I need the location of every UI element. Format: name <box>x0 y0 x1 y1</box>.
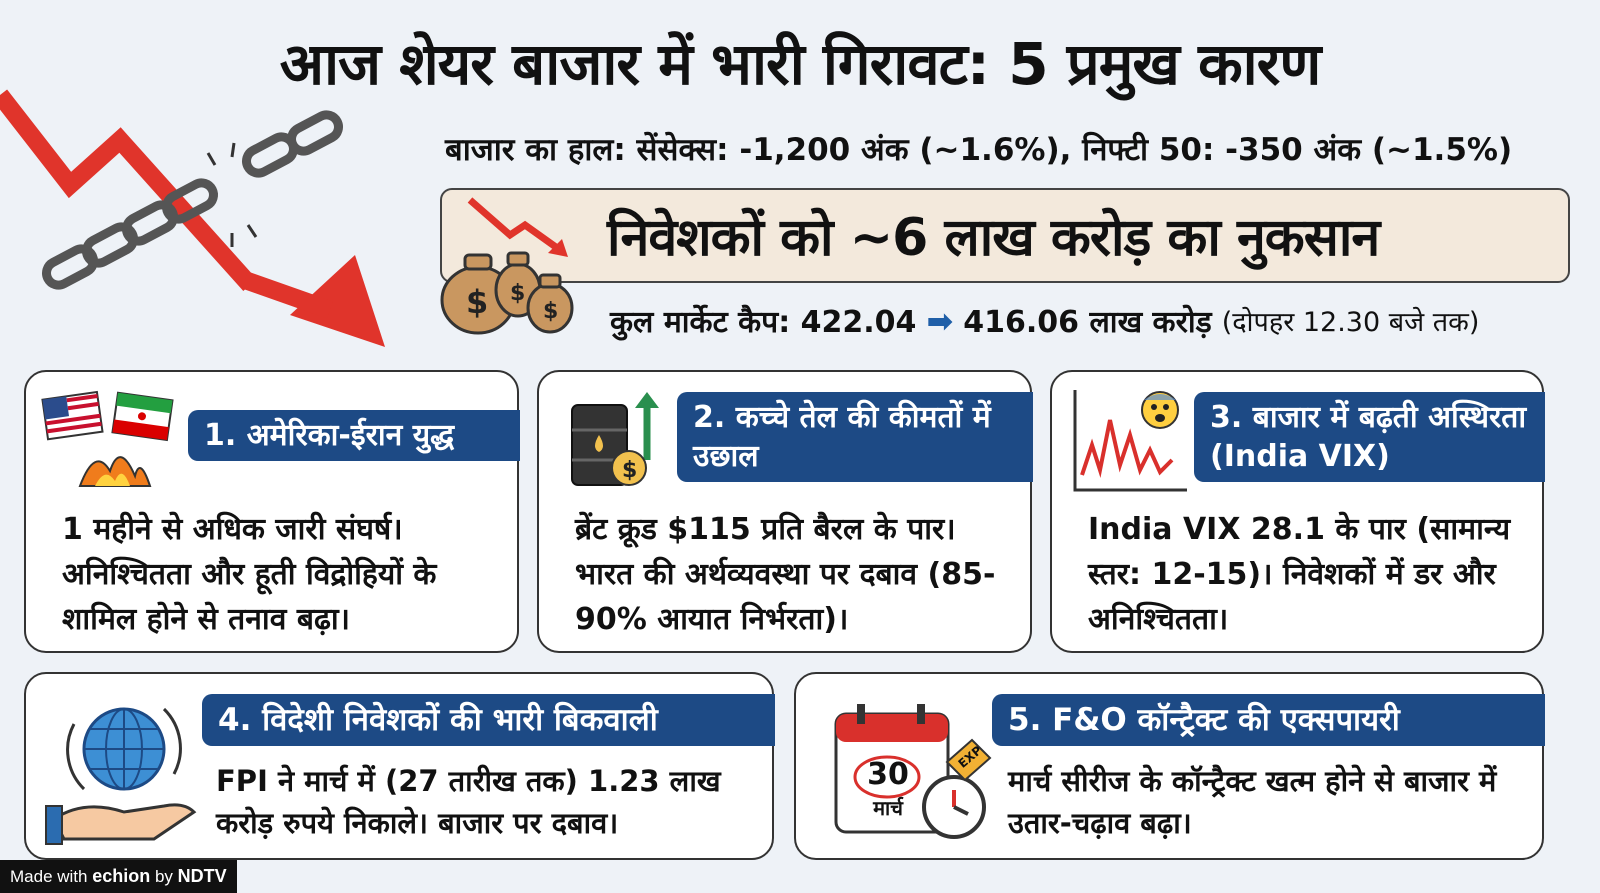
reason-body-3: India VIX 28.1 के पार (सामान्य स्तर: 12-… <box>1088 512 1511 637</box>
money-bags-icon: $ $ $ <box>440 197 574 335</box>
market-cap-value: 416.06 लाख करोड़ <box>963 305 1212 340</box>
reason-body-2: ब्रेंट क्रूड $115 प्रति बैरल के पार। भार… <box>575 512 996 637</box>
reason-body-4: FPI ने मार्च में (27 तारीख तक) 1.23 लाख … <box>216 764 721 841</box>
arrow-right-icon: ➡ <box>926 301 954 340</box>
flags-conflict-icon <box>41 390 174 487</box>
page-title: आज शेयर बाजार में भारी गिरावट: 5 प्रमुख … <box>279 30 1322 98</box>
calendar-month: मार्च <box>873 796 903 820</box>
reason-card-4: 4. विदेशी निवेशकों की भारी बिकवाली FPI न… <box>24 672 775 860</box>
svg-text:$: $ <box>543 299 558 324</box>
market-cap-label: कुल मार्केट कैप: 422.04 <box>610 305 917 340</box>
falling-arrow-broken-chain-icon <box>0 89 385 347</box>
reason-heading-1: 1. अमेरिका-ईरान युद्ध <box>188 410 520 461</box>
market-cap-note: (दोपहर 12.30 बजे तक) <box>1221 307 1480 338</box>
reason-body-1: 1 महीने से अधिक जारी संघर्ष। अनिश्चितता … <box>62 512 437 637</box>
footer-credit: Made with echion by NDTV <box>0 860 237 893</box>
volatility-chart-icon <box>1073 390 1187 492</box>
footer-brand: echion <box>92 866 151 886</box>
market-cap-line: कुल मार्केट कैप: 422.04 ➡ 416.06 लाख करो… <box>610 300 1479 341</box>
footer-made-with: Made with <box>10 867 88 886</box>
investor-loss-text: निवेशकों को ~6 लाख करोड़ का नुकसान <box>607 208 1380 268</box>
investor-loss-banner: निवेशकों को ~6 लाख करोड़ का नुकसान <box>440 188 1570 283</box>
oil-barrel-icon: $ <box>571 392 659 486</box>
reason-card-3: 3. बाजार में बढ़ती अस्थिरता (India VIX) … <box>1050 370 1545 653</box>
reason-heading-2: 2. कच्चे तेल की कीमतों में उछाल <box>677 392 1033 482</box>
reason-body-5: मार्च सीरीज के कॉन्ट्रैक्ट खत्म होने से … <box>1008 764 1497 841</box>
reason-heading-4: 4. विदेशी निवेशकों की भारी बिकवाली <box>202 694 775 747</box>
calendar-clock-icon: 30 मार्च EXP <box>832 702 1012 852</box>
footer-by: by <box>154 867 173 886</box>
reason-heading-5: 5. F&O कॉन्ट्रैक्ट की एक्सपायरी <box>992 694 1545 747</box>
reason-card-2: $ 2. कच्चे तेल की कीमतों में उछाल ब्रेंट… <box>537 370 1033 653</box>
market-status: बाजार का हाल: सेंसेक्स: -1,200 अंक (~1.6… <box>445 132 1513 168</box>
svg-text:$: $ <box>466 283 488 321</box>
svg-text:$: $ <box>510 281 525 306</box>
reason-heading-3: 3. बाजार में बढ़ती अस्थिरता (India VIX) <box>1194 392 1545 482</box>
reason-card-1: 1. अमेरिका-ईरान युद्ध 1 महीने से अधिक जा… <box>24 370 520 653</box>
calendar-day: 30 <box>867 757 909 792</box>
reason-card-5: 30 मार्च EXP 5. F&O कॉन्ट्रैक्ट की एक्सप… <box>794 672 1545 860</box>
footer-publisher: NDTV <box>177 866 227 886</box>
globe-hand-icon <box>45 707 197 845</box>
svg-text:$: $ <box>622 458 637 483</box>
